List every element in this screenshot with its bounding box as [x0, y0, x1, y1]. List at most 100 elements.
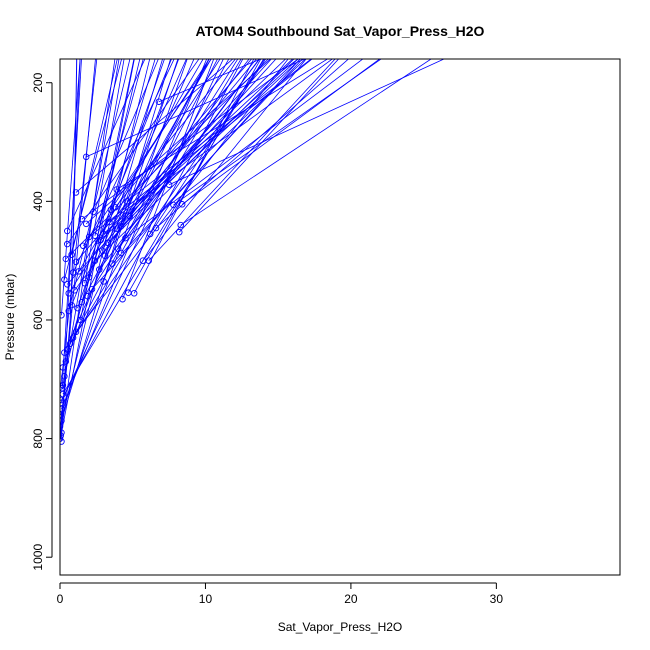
data-point [122, 234, 129, 242]
profile-line [97, 59, 294, 241]
data-point [155, 98, 163, 105]
profile-line [148, 59, 336, 261]
data-point [60, 399, 64, 407]
profile-line [103, 59, 179, 282]
data-point [69, 334, 77, 342]
profile-line [85, 59, 272, 225]
profile-line [72, 59, 266, 338]
profile-lines [60, 59, 445, 442]
data-point [62, 358, 70, 365]
data-point [72, 328, 80, 336]
data-point [152, 224, 160, 232]
profile-line [75, 59, 234, 193]
x-tick-label: 30 [490, 592, 504, 606]
data-point [91, 257, 99, 264]
profile-line [125, 59, 364, 239]
data-point [78, 215, 86, 223]
data-point [71, 287, 78, 294]
profile-line [61, 59, 244, 401]
data-point [60, 396, 65, 404]
y-tick-label: 400 [31, 191, 45, 211]
data-point [68, 301, 75, 309]
data-point [82, 153, 90, 161]
data-points [60, 98, 186, 445]
profile-line [63, 59, 123, 280]
data-point [60, 384, 66, 392]
profile-line [109, 59, 333, 223]
x-axis: 0 10 20 30 [57, 582, 504, 606]
profile-line [61, 59, 82, 389]
profile-line [128, 59, 262, 293]
profile-line [173, 59, 382, 206]
data-point [146, 230, 154, 238]
y-tick-label: 200 [31, 72, 45, 92]
data-point [104, 239, 112, 247]
data-point [78, 298, 86, 306]
data-point [77, 316, 84, 324]
profile-line [62, 59, 265, 395]
profile-line [110, 59, 210, 210]
data-point [60, 311, 65, 319]
data-point [61, 276, 68, 283]
data-point [96, 266, 103, 273]
profile-line [149, 59, 267, 235]
data-point [106, 218, 113, 226]
data-point [101, 252, 109, 260]
profile-line [114, 59, 236, 208]
data-point [100, 278, 107, 285]
profile-line [158, 59, 262, 103]
data-point [82, 220, 90, 228]
profile-line [84, 59, 125, 284]
x-tick-label: 10 [199, 592, 213, 606]
data-point [165, 181, 173, 188]
data-point [109, 260, 116, 267]
profile-line [66, 59, 200, 245]
data-point [88, 285, 96, 293]
data-point [126, 212, 134, 220]
data-point [178, 201, 186, 208]
profile-line [62, 59, 120, 386]
profile-line [112, 59, 303, 264]
data-point [66, 340, 74, 347]
data-point [176, 228, 183, 236]
data-point [145, 257, 152, 264]
profile-line [126, 59, 312, 202]
data-point [80, 242, 87, 250]
x-tick-label: 0 [57, 592, 64, 606]
profile-line [103, 59, 287, 235]
data-point [60, 432, 64, 439]
profile-line [86, 59, 306, 158]
y-axis: 200 400 600 800 1000 [31, 72, 53, 571]
data-point [74, 304, 81, 312]
profile-line [129, 59, 210, 217]
data-point [68, 251, 75, 258]
data-point [98, 247, 106, 254]
data-point [65, 307, 72, 315]
profile-line [78, 59, 204, 272]
data-point [81, 279, 88, 287]
profile-line [66, 59, 218, 350]
profile-line [168, 59, 445, 186]
data-point [64, 240, 71, 248]
profile-line [60, 59, 98, 387]
data-point [125, 289, 132, 296]
profile-line [107, 59, 295, 244]
data-point [84, 292, 91, 300]
data-point [113, 186, 120, 193]
data-point [94, 237, 102, 244]
profile-line [100, 59, 299, 241]
y-axis-label: Pressure (mbar) [3, 274, 17, 361]
data-point [119, 295, 126, 303]
data-point [100, 230, 107, 238]
data-point [112, 204, 119, 211]
profile-line [107, 59, 277, 244]
profile-line [88, 59, 187, 278]
profile-line [69, 59, 242, 344]
profile-line [66, 59, 272, 285]
data-point [64, 346, 71, 353]
data-point [61, 373, 68, 380]
x-tick-label: 20 [344, 592, 358, 606]
plot-frame [59, 58, 621, 576]
profile-line [142, 59, 307, 261]
